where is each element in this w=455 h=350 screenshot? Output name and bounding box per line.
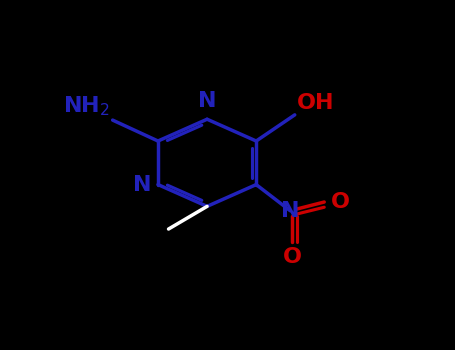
Text: N: N [133, 175, 151, 195]
Text: NH$_2$: NH$_2$ [63, 95, 111, 118]
Text: O: O [331, 192, 350, 212]
Text: N: N [281, 201, 299, 221]
Text: O: O [283, 247, 302, 267]
Text: N: N [198, 91, 216, 111]
Text: OH: OH [297, 93, 334, 113]
